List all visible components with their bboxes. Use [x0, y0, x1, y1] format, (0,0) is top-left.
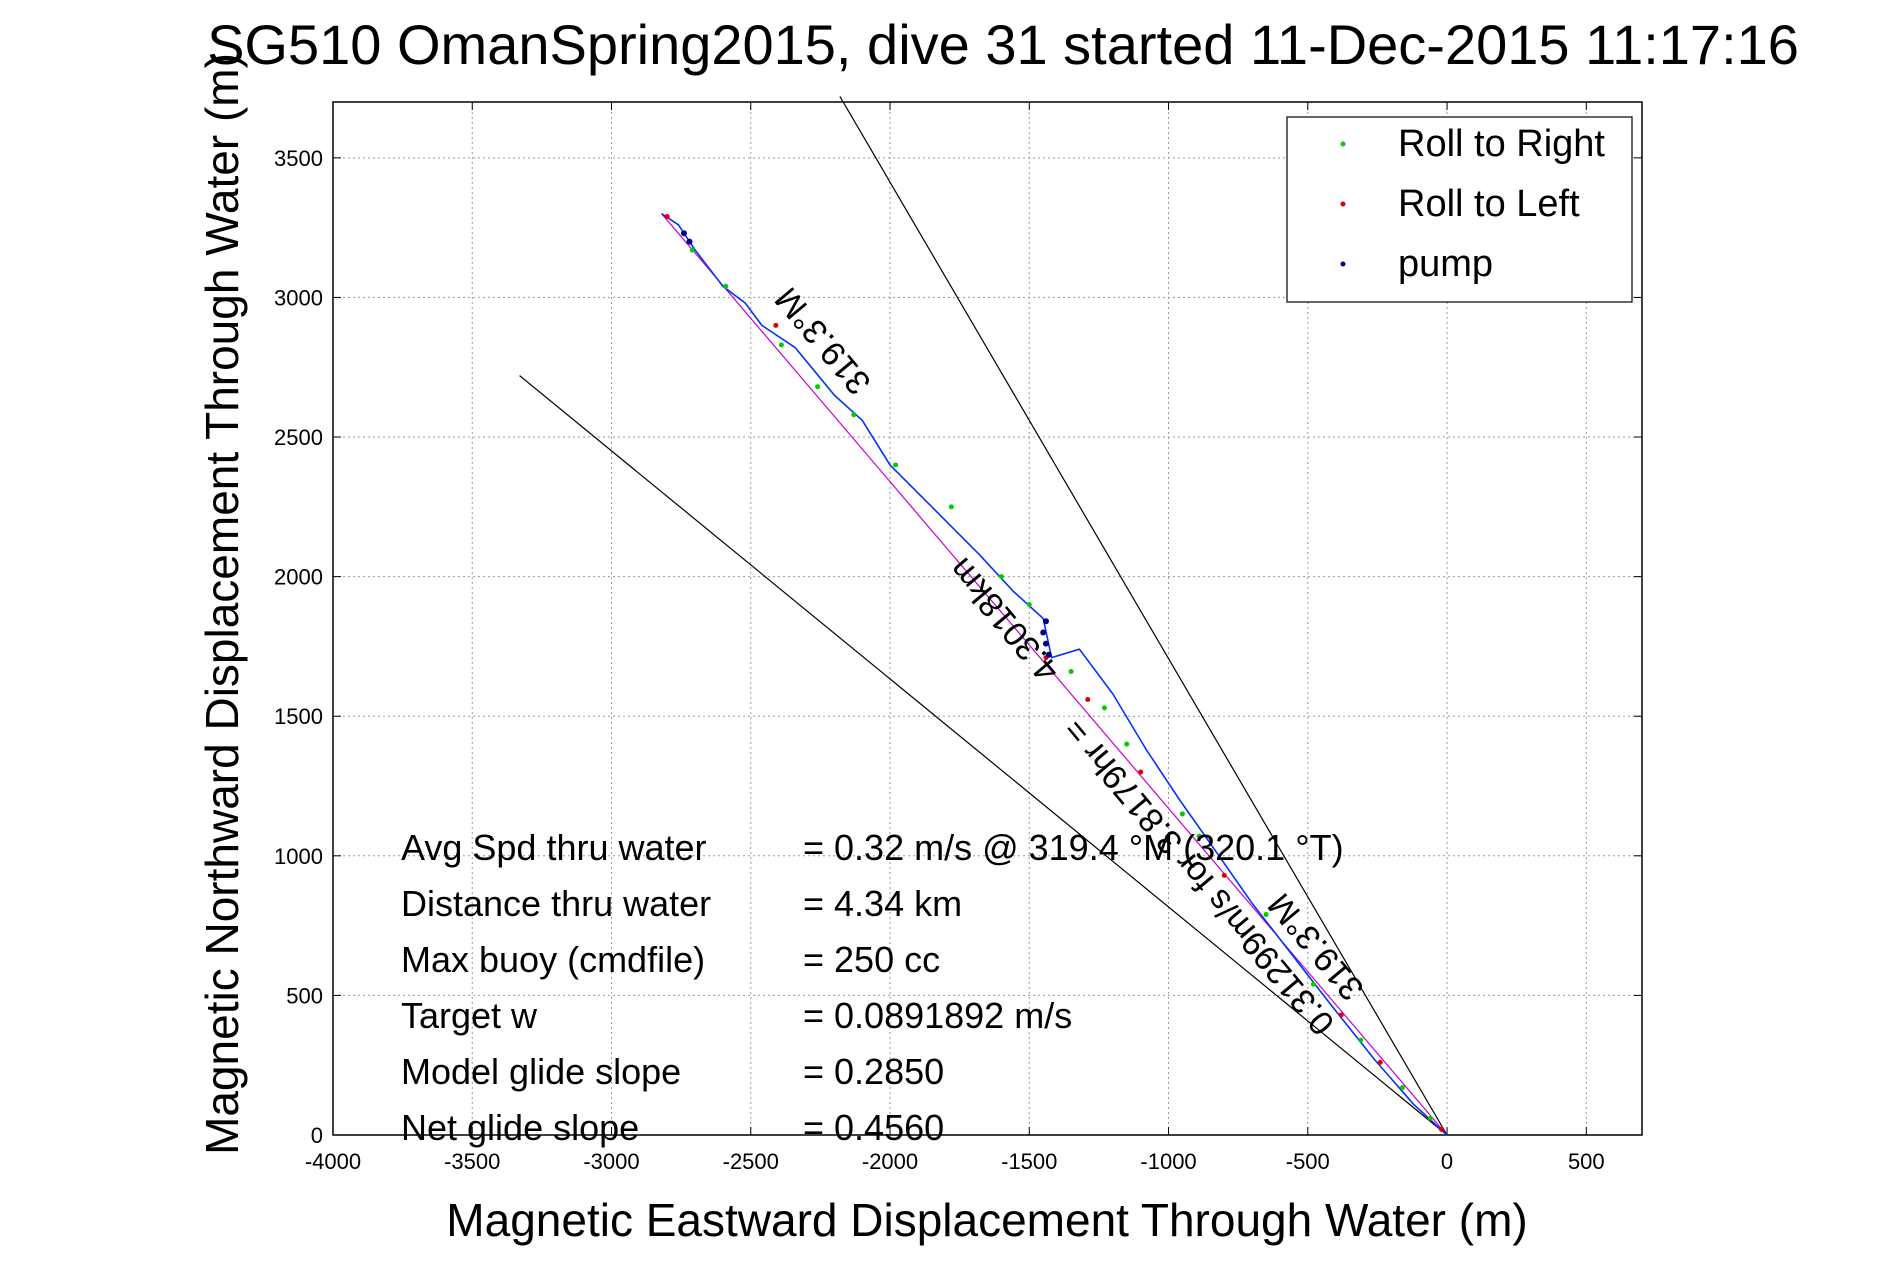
stat-label: Net glide slope [401, 1107, 639, 1148]
marker-roll-left [1085, 696, 1091, 702]
marker-roll-right [1263, 911, 1269, 917]
y-tick-label: 1500 [274, 704, 323, 729]
marker-roll-left [1377, 1059, 1383, 1065]
y-tick-label: 2500 [274, 425, 323, 450]
x-tick-label: -2500 [723, 1149, 779, 1174]
series-layer [519, 96, 1448, 1136]
legend-label: pump [1398, 243, 1493, 285]
marker-roll-right [1026, 602, 1032, 608]
x-tick-label: -500 [1286, 1149, 1330, 1174]
series-line-2 [839, 96, 1448, 1136]
marker-pump [686, 238, 693, 245]
stat-value: = 250 cc [803, 939, 940, 980]
marker-roll-right [948, 504, 954, 510]
stat-value: = 4.34 km [803, 883, 962, 924]
chart-title: SG510 OmanSpring2015, dive 31 started 11… [207, 13, 1799, 76]
stat-value: = 0.2850 [803, 1051, 944, 1092]
x-tick-label: -1000 [1140, 1149, 1196, 1174]
marker-roll-right [1310, 981, 1316, 987]
legend-label: Roll to Right [1398, 123, 1605, 165]
marker-pump [1040, 629, 1047, 636]
marker-roll-right [689, 247, 695, 253]
x-tick-label: -1500 [1001, 1149, 1057, 1174]
y-tick-label: 500 [286, 983, 323, 1008]
stat-label: Max buoy (cmdfile) [401, 939, 705, 980]
series-line-1 [661, 213, 1448, 1136]
legend: Roll to Right Roll to Left pump [1286, 116, 1633, 303]
marker-roll-right [893, 462, 899, 468]
y-tick-label: 2000 [274, 565, 323, 590]
x-tick-label: -2000 [862, 1149, 918, 1174]
stat-label: Avg Spd thru water [401, 827, 707, 868]
y-axis-ticks: 0 500 1000 1500 2000 2500 3000 3500 [274, 146, 1642, 1148]
marker-roll-left [1138, 769, 1144, 775]
marker-roll-right [1068, 669, 1074, 675]
legend-marker [1340, 141, 1346, 147]
y-tick-label: 3000 [274, 285, 323, 310]
legend-box [1286, 116, 1633, 303]
marker-pump [1045, 651, 1052, 658]
x-tick-label: -3000 [583, 1149, 639, 1174]
marker-layer [664, 213, 1444, 1132]
marker-roll-right [1101, 705, 1107, 711]
y-tick-label: 0 [311, 1123, 323, 1148]
marker-pump [1042, 640, 1049, 647]
marker-roll-right [815, 384, 821, 390]
stats-block: Avg Spd thru water = 0.32 m/s @ 319.4 °M … [401, 827, 1344, 1148]
series-line-0 [661, 213, 1448, 1136]
stat-value: = 0.0891892 m/s [803, 995, 1072, 1036]
marker-roll-right [1427, 1115, 1433, 1121]
marker-roll-right [1124, 741, 1130, 747]
stat-value: = 0.4560 [803, 1107, 944, 1148]
stat-label: Distance thru water [401, 883, 711, 924]
x-tick-label: -4000 [305, 1149, 361, 1174]
legend-marker [1340, 201, 1346, 207]
marker-roll-left [773, 322, 779, 328]
stat-label: Model glide slope [401, 1051, 681, 1092]
marker-pump [1042, 618, 1049, 625]
marker-roll-left [664, 213, 670, 219]
y-tick-label: 1000 [274, 844, 323, 869]
marker-pump [680, 230, 687, 237]
x-axis-ticks: -4000 -3500 -3000 -2500 -2000 -1500 -1000 -500 0… [305, 102, 1605, 1174]
marker-roll-right [1358, 1037, 1364, 1043]
legend-marker [1340, 261, 1346, 267]
marker-roll-left [1438, 1126, 1444, 1132]
marker-roll-right [1399, 1085, 1405, 1091]
marker-roll-right [851, 412, 857, 418]
marker-roll-right [723, 283, 729, 289]
y-axis-label: Magnetic Northward Displacement Through … [196, 53, 248, 1155]
legend-label: Roll to Left [1398, 183, 1580, 225]
x-tick-label: 500 [1568, 1149, 1605, 1174]
stat-value: = 0.32 m/s @ 319.4 °M (320.1 °T) [803, 827, 1344, 868]
marker-roll-right [778, 342, 784, 348]
marker-roll-left [1338, 1012, 1344, 1018]
stat-label: Target w [401, 995, 538, 1036]
marker-roll-right [1196, 833, 1202, 839]
series-line-3 [519, 375, 1448, 1136]
y-tick-label: 3500 [274, 146, 323, 171]
marker-roll-right [998, 574, 1004, 580]
marker-roll-left [1221, 872, 1227, 878]
x-axis-label: Magnetic Eastward Displacement Through W… [446, 1194, 1527, 1246]
legend-items: Roll to Right Roll to Left pump [1340, 123, 1605, 285]
marker-roll-right [1179, 811, 1185, 817]
x-tick-label: 0 [1441, 1149, 1453, 1174]
x-tick-label: -3500 [444, 1149, 500, 1174]
